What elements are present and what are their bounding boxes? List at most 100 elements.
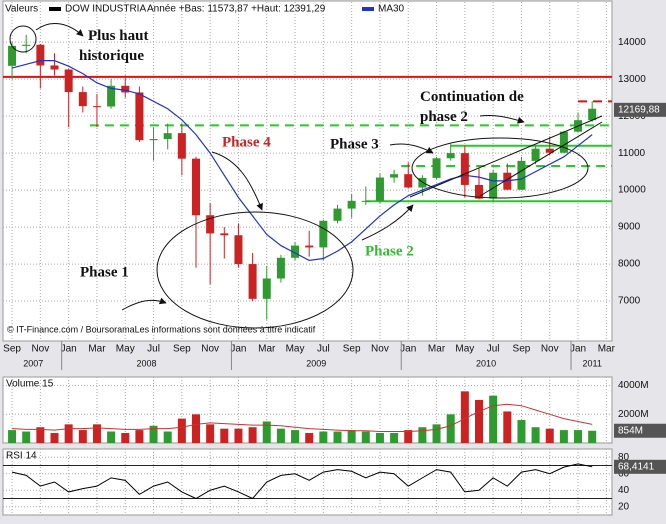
volume-bar xyxy=(333,431,342,443)
chart-title: DOW INDUSTRIA xyxy=(65,4,146,15)
annotation: Phase 1 xyxy=(80,264,129,280)
volume-bar xyxy=(64,424,73,443)
volume-bar xyxy=(121,432,130,443)
year-label: 2007 xyxy=(23,358,43,368)
volume-bar xyxy=(432,424,441,443)
price-panel xyxy=(2,0,613,342)
volume-bar xyxy=(361,431,370,443)
candle-body xyxy=(333,208,342,221)
candle-body xyxy=(559,131,568,153)
volume-bar xyxy=(22,431,31,443)
x-tick-label: Jul xyxy=(487,344,500,355)
y-tick-label: 4000M xyxy=(618,380,649,391)
y-tick-label: 60 xyxy=(618,468,630,479)
trend-line xyxy=(479,121,603,197)
candle-body xyxy=(390,174,399,178)
x-tick-label: Sep xyxy=(3,344,21,355)
last-value-box xyxy=(614,423,666,438)
candle-body xyxy=(489,172,498,199)
candle-body xyxy=(149,139,158,141)
annotation-line: Plus haut xyxy=(88,28,148,44)
volume-bar xyxy=(588,430,597,443)
arrow xyxy=(211,151,263,211)
y-tick-label: 11000 xyxy=(618,148,646,159)
candle-body xyxy=(220,233,229,236)
x-tick-label: Jan xyxy=(400,344,416,355)
volume-bar xyxy=(404,430,413,443)
volume-bar xyxy=(135,430,144,443)
x-tick-label: Jul xyxy=(317,344,330,355)
legend-swatch xyxy=(362,7,374,11)
volume-bar xyxy=(107,431,116,443)
x-tick-label: Jan xyxy=(570,344,586,355)
x-tick-label: Jan xyxy=(61,344,77,355)
last-value-label: 68,4141 xyxy=(618,461,655,472)
ma-line xyxy=(11,60,593,261)
y-tick-label: 80 xyxy=(618,452,630,463)
candle-body xyxy=(50,65,59,70)
volume-bar xyxy=(50,432,59,443)
x-tick-label: Sep xyxy=(343,344,361,355)
candle-body xyxy=(474,184,483,199)
volume-bar xyxy=(149,425,158,443)
y-tick-label: 14000 xyxy=(618,37,646,48)
rsi-panel xyxy=(2,448,613,516)
x-tick-label: Nov xyxy=(201,344,219,355)
legend-swatch xyxy=(49,7,61,11)
volume-bar xyxy=(163,431,172,443)
candle-body xyxy=(375,177,384,201)
trend-line xyxy=(409,115,603,198)
copyright: © IT-Finance.com / BoursoramaLes informa… xyxy=(7,324,316,334)
candle-body xyxy=(291,245,300,258)
y-tick-label: 2000M xyxy=(618,409,649,420)
candle-body xyxy=(361,200,370,202)
year-label: 2010 xyxy=(476,358,496,368)
candle-body xyxy=(432,158,441,178)
annotation: Continuation de phase 2 xyxy=(420,89,524,125)
volume-bar xyxy=(574,430,583,443)
volume-bar xyxy=(503,411,512,443)
volume-bar xyxy=(78,430,87,443)
phase3-ellipse xyxy=(411,137,589,199)
candle-body xyxy=(192,158,201,216)
last-value-box xyxy=(614,459,666,474)
panel-title: RSI 14 xyxy=(6,451,37,462)
x-tick-label: Sep xyxy=(173,344,191,355)
y-tick-label: 8000 xyxy=(618,259,641,270)
arrow xyxy=(35,22,84,37)
x-tick-label: May xyxy=(116,344,135,355)
volume-bar xyxy=(291,430,300,443)
annotation-line: Continuation de xyxy=(420,89,524,105)
volume-bar xyxy=(220,428,229,443)
x-tick-label: Mar xyxy=(88,344,106,355)
candle-body xyxy=(347,200,356,209)
annotation-line: phase 2 xyxy=(420,109,468,125)
candle-body xyxy=(234,235,243,265)
candle-body xyxy=(107,85,116,107)
volume-bar xyxy=(545,428,554,443)
x-tick-label: May xyxy=(455,344,474,355)
year-label: 2009 xyxy=(306,358,326,368)
candle-body xyxy=(92,106,101,108)
volume-average xyxy=(12,403,593,433)
x-tick-label: Nov xyxy=(371,344,389,355)
volume-bar xyxy=(531,427,540,443)
panel-title: Volume 15 xyxy=(6,379,54,390)
volume-bar xyxy=(177,418,186,443)
volume-bar xyxy=(8,430,17,443)
x-tick-label: Sep xyxy=(513,344,531,355)
candle-body xyxy=(121,85,130,93)
subtitle: Année +Bas: 11573,87 +Haut: 12391,29 xyxy=(147,4,326,15)
volume-bar xyxy=(489,395,498,443)
candle-body xyxy=(22,44,31,46)
candle-body xyxy=(262,278,271,299)
volume-bar xyxy=(206,424,215,443)
annotation-line: historique xyxy=(79,48,144,64)
highlight-circle xyxy=(9,25,37,53)
volume-bar xyxy=(276,428,285,443)
candle-body xyxy=(446,153,455,159)
volume-bar xyxy=(92,424,101,443)
y-tick-label: 9000 xyxy=(618,222,641,233)
